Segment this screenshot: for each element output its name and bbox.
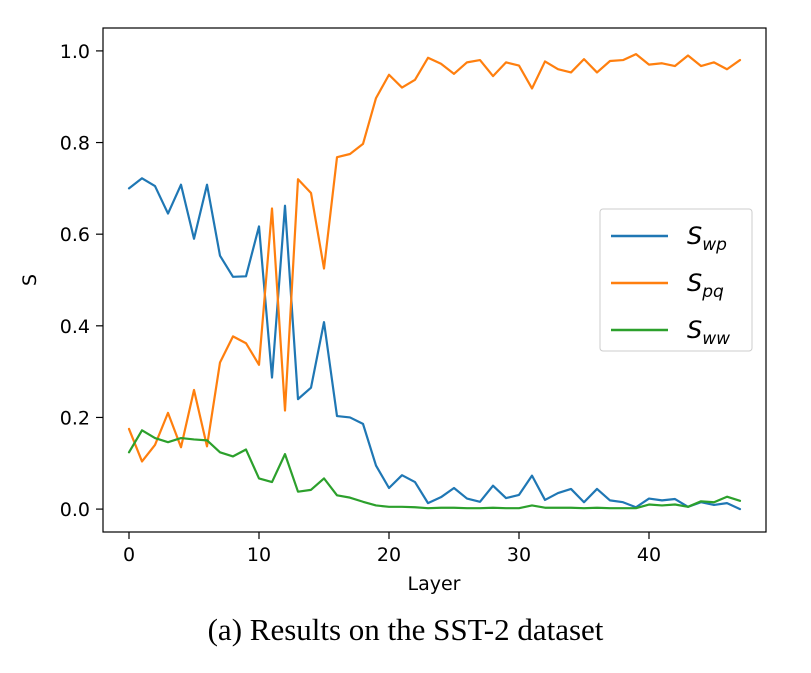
y-tick-label: 0.6 bbox=[60, 224, 90, 246]
x-tick-label: 20 bbox=[377, 544, 401, 566]
y-tick-label: 0.2 bbox=[60, 407, 90, 429]
series-lines bbox=[127, 53, 742, 511]
series-line-s-pq bbox=[127, 53, 742, 463]
y-tick-label: 0.0 bbox=[60, 499, 90, 521]
legend-label: Swp bbox=[687, 222, 727, 255]
figure-caption: (a) Results on the SST-2 dataset bbox=[207, 612, 604, 647]
x-tick-label: 0 bbox=[123, 544, 135, 566]
series-line-s-ww bbox=[127, 429, 742, 510]
y-tick-label: 0.4 bbox=[60, 316, 90, 338]
y-tick-label: 1.0 bbox=[60, 41, 90, 63]
y-axis-title: S bbox=[19, 274, 41, 286]
x-tick-label: 10 bbox=[247, 544, 271, 566]
legend: Swp Spq Sww bbox=[599, 208, 753, 352]
y-tick-label: 0.8 bbox=[60, 133, 90, 155]
legend-label: Sww bbox=[687, 316, 730, 349]
x-axis-title: Layer bbox=[408, 573, 461, 595]
x-tick-label: 30 bbox=[507, 544, 531, 566]
x-tick-label: 40 bbox=[637, 544, 661, 566]
legend-frame bbox=[599, 208, 753, 352]
chart: 0 10 20 30 400.00.20.40.60.81.0 Layer S SwpS… bbox=[19, 27, 767, 595]
plot-area-frame bbox=[102, 27, 767, 533]
series-line-s-wp bbox=[127, 177, 742, 511]
axis-ticks: 0 10 20 30 40 0.0 0.2 0.4 0.6 0.8 1.0 bbox=[60, 41, 661, 566]
legend-label: Spq bbox=[687, 269, 724, 302]
